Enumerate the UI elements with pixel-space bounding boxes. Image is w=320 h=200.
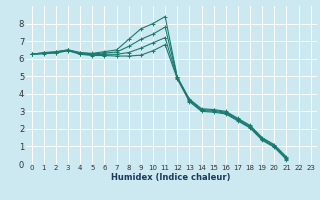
X-axis label: Humidex (Indice chaleur): Humidex (Indice chaleur) bbox=[111, 173, 231, 182]
